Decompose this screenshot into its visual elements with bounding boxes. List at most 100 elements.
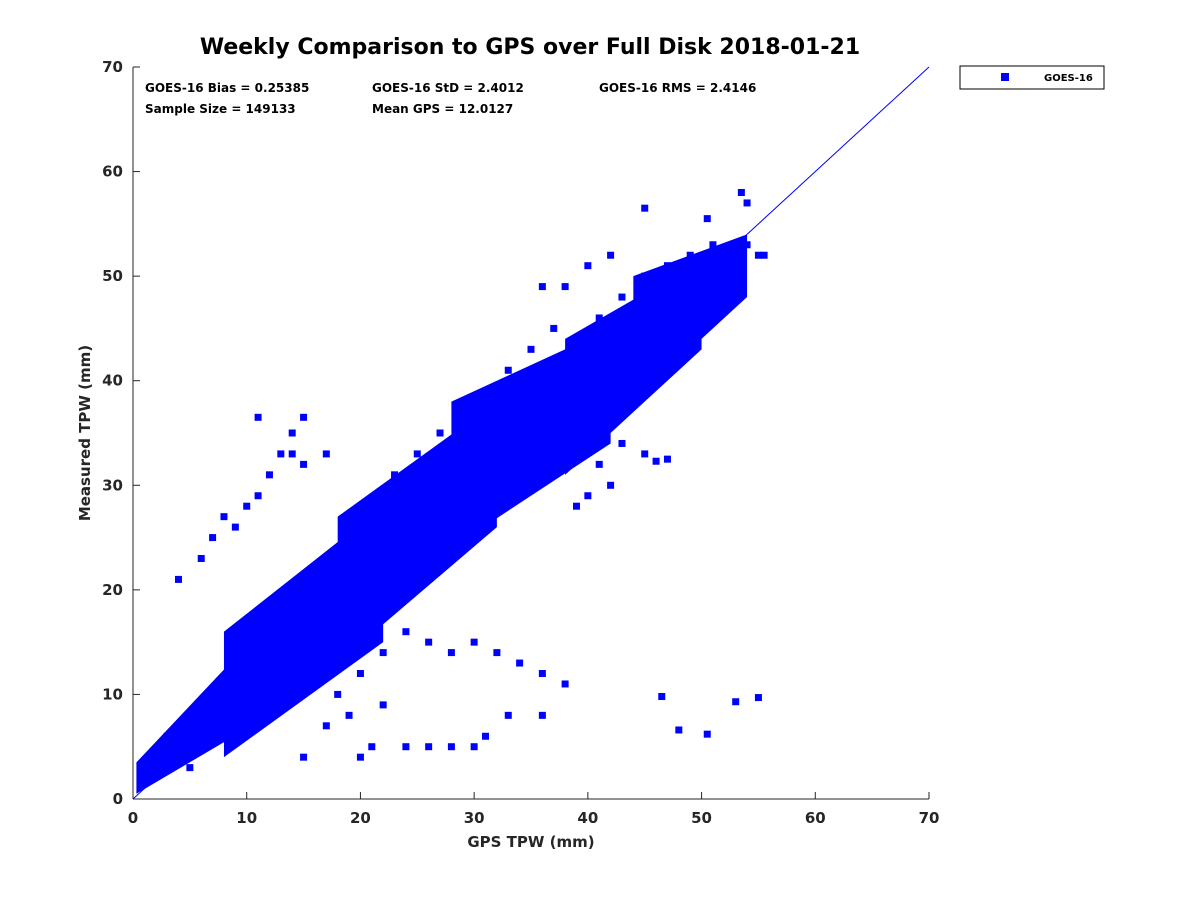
stat-std: GOES-16 StD = 2.4012 <box>372 81 524 95</box>
data-point <box>425 638 433 646</box>
data-point <box>288 450 296 458</box>
data-point <box>482 460 490 468</box>
data-point <box>675 726 683 734</box>
data-point <box>595 460 603 468</box>
data-point <box>413 492 421 500</box>
data-point <box>504 439 512 447</box>
data-point <box>356 575 364 583</box>
data-point <box>345 586 353 594</box>
data-point <box>220 732 228 740</box>
data-point <box>459 439 467 447</box>
data-point <box>265 690 273 698</box>
data-point <box>413 450 421 458</box>
y-tick-label: 0 <box>113 790 123 808</box>
data-point <box>584 492 592 500</box>
x-tick-label: 60 <box>805 809 826 827</box>
data-point <box>254 649 262 657</box>
y-tick-label: 30 <box>102 476 123 494</box>
data-point <box>652 457 660 465</box>
data-point <box>538 283 546 291</box>
data-point <box>629 377 637 385</box>
data-point <box>402 628 410 636</box>
data-point <box>607 398 615 406</box>
data-point <box>300 607 308 615</box>
data-point <box>402 743 410 751</box>
data-point <box>504 366 512 374</box>
data-point <box>265 659 273 667</box>
data-point <box>356 617 364 625</box>
data-point <box>595 314 603 322</box>
data-point <box>482 387 490 395</box>
data-point <box>311 617 319 625</box>
x-tick-label: 30 <box>464 809 485 827</box>
data-point <box>334 638 342 646</box>
data-point <box>584 366 592 374</box>
data-point <box>243 711 251 719</box>
data-point <box>300 753 308 761</box>
x-tick-label: 20 <box>350 809 371 827</box>
data-point <box>493 649 501 657</box>
data-point <box>265 471 273 479</box>
legend-box <box>959 65 1105 90</box>
data-point <box>607 481 615 489</box>
data-point <box>197 554 205 562</box>
data-point <box>163 732 171 740</box>
data-point <box>516 659 524 667</box>
data-point <box>425 513 433 521</box>
data-point <box>572 502 580 510</box>
data-point <box>300 413 308 421</box>
data-point <box>391 544 399 552</box>
data-point <box>527 377 535 385</box>
data-point <box>186 732 194 740</box>
data-point <box>447 492 455 500</box>
data-point <box>311 659 319 667</box>
data-point <box>254 413 262 421</box>
data-point <box>197 722 205 730</box>
stat-mean-gps: Mean GPS = 12.0127 <box>372 102 513 116</box>
data-point <box>561 387 569 395</box>
data-point <box>516 429 524 437</box>
data-point <box>334 690 342 698</box>
data-point <box>345 711 353 719</box>
data-point <box>231 690 239 698</box>
data-point <box>550 398 558 406</box>
data-point <box>300 628 308 636</box>
data-point <box>760 251 768 259</box>
data-point <box>527 419 535 427</box>
data-point <box>720 293 728 301</box>
data-point <box>152 764 160 772</box>
data-point <box>243 680 251 688</box>
data-point <box>436 502 444 510</box>
data-point <box>572 377 580 385</box>
x-tick-label: 10 <box>236 809 257 827</box>
data-point <box>732 698 740 706</box>
data-point <box>561 680 569 688</box>
data-point <box>368 743 376 751</box>
data-point <box>663 455 671 463</box>
data-point <box>322 607 330 615</box>
data-point <box>436 429 444 437</box>
data-point <box>470 471 478 479</box>
data-point <box>641 272 649 280</box>
data-point <box>754 694 762 702</box>
data-point <box>322 575 330 583</box>
data-point <box>732 251 740 259</box>
data-point <box>737 188 745 196</box>
data-point <box>607 345 615 353</box>
data-point <box>686 272 694 280</box>
data-point <box>538 711 546 719</box>
legend: GOES-16 <box>959 65 1105 90</box>
data-point <box>538 408 546 416</box>
data-point <box>413 523 421 531</box>
data-point <box>538 450 546 458</box>
data-point <box>675 283 683 291</box>
data-point <box>277 450 285 458</box>
data-point <box>231 670 239 678</box>
data-point <box>391 513 399 521</box>
data-point <box>368 534 376 542</box>
data-point <box>641 204 649 212</box>
data-point <box>698 314 706 322</box>
data-point <box>277 649 285 657</box>
data-point <box>493 450 501 458</box>
